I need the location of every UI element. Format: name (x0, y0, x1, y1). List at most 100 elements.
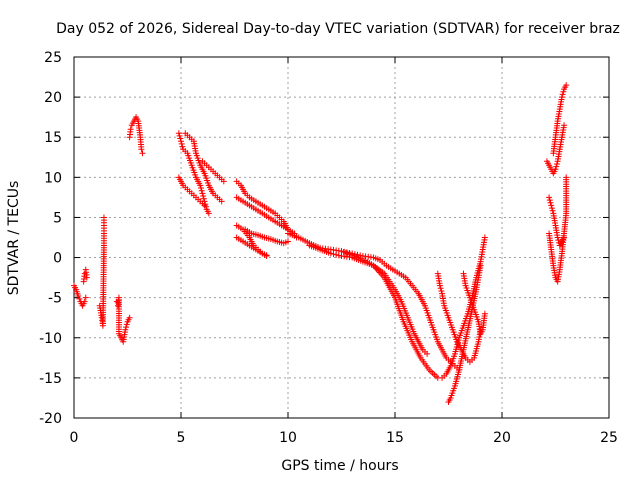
axis-ticks (73, 56, 610, 419)
x-axis-label: GPS time / hours (281, 458, 398, 474)
data-point (179, 143, 186, 150)
series-arc-x (546, 174, 570, 285)
data-point (218, 198, 225, 205)
data-point (200, 195, 207, 202)
tick-labels: 0 5 10 15 20 25 -20 -15 -10 -5 0 5 10 15 20 25 (39, 50, 618, 446)
data-point (81, 298, 88, 305)
data-point (123, 321, 130, 328)
data-point (549, 207, 556, 214)
data-point (563, 82, 570, 89)
data-point (197, 182, 204, 189)
series-arc-c (96, 214, 107, 329)
x-tick-label: 10 (279, 430, 297, 446)
data-point (548, 202, 555, 209)
data-point (205, 210, 212, 217)
series-arc-q (338, 234, 488, 381)
series-arc-o (285, 230, 463, 373)
data-point (477, 262, 484, 269)
y-tick-label: 25 (44, 50, 62, 66)
data-point (199, 190, 206, 197)
data-point (220, 178, 227, 185)
y-tick-label: -15 (39, 371, 62, 387)
data-point (178, 138, 184, 145)
series-arc-t (460, 270, 488, 337)
data-point (285, 238, 291, 245)
y-tick-label: 20 (44, 90, 62, 106)
series-arc-v (550, 82, 570, 157)
data-point (201, 202, 208, 209)
data-point (126, 314, 133, 321)
data-point (548, 205, 555, 212)
data-point (100, 214, 107, 221)
data-point (330, 251, 337, 258)
data-point (424, 350, 431, 357)
data-point (123, 324, 130, 331)
data-point (436, 282, 443, 289)
data-point (127, 126, 134, 133)
data-point (175, 130, 182, 137)
y-axis-label: SDTVAR / TECUs (6, 181, 22, 296)
data-point (547, 199, 554, 206)
y-tick-label: 15 (44, 130, 62, 146)
series-arc-m (233, 234, 270, 259)
data-point (176, 132, 183, 139)
series-arc-n (242, 226, 291, 247)
data-point (138, 146, 145, 153)
data-point (335, 252, 342, 259)
series-arc-e (126, 114, 146, 157)
data-point (561, 122, 568, 129)
series-arc-h (175, 174, 208, 209)
data-point (178, 140, 185, 147)
data-point (552, 166, 559, 173)
data-point (553, 160, 560, 167)
data-point (177, 135, 184, 142)
x-tick-label: 0 (70, 430, 79, 446)
data-marks (71, 82, 570, 405)
chart-title: Day 052 of 2026, Sidereal Day-to-day VTE… (56, 21, 620, 37)
series-arc-g (182, 130, 225, 205)
series-arc-u (543, 122, 568, 177)
x-tick-label: 20 (493, 430, 511, 446)
y-tick-label: 0 (53, 251, 62, 267)
data-point (263, 252, 270, 259)
series-arc-r (434, 270, 484, 365)
data-point (437, 285, 444, 292)
series-arc-d (113, 294, 133, 345)
data-point (546, 194, 553, 201)
data-point (200, 193, 207, 200)
data-point (76, 295, 83, 302)
series-arc-a (71, 282, 89, 309)
y-tick-label: 10 (44, 170, 62, 186)
data-point (327, 250, 334, 257)
data-point (560, 88, 567, 95)
data-point (202, 203, 209, 210)
data-point (75, 293, 82, 300)
data-point (546, 197, 553, 204)
grid-lines (74, 57, 609, 418)
y-tick-label: -5 (48, 291, 62, 307)
data-point (139, 150, 146, 157)
y-tick-label: -10 (39, 331, 62, 347)
x-tick-label: 25 (600, 430, 618, 446)
data-point (202, 201, 209, 208)
series-arc-i (199, 158, 227, 185)
series-arc-k (233, 194, 298, 237)
x-tick-label: 5 (177, 430, 186, 446)
data-point (481, 310, 488, 317)
data-point (558, 94, 565, 101)
data-point (82, 294, 89, 301)
data-point (197, 185, 204, 192)
series-arc-b (80, 266, 90, 285)
data-point (559, 91, 566, 98)
data-point (83, 274, 90, 281)
data-point (481, 234, 488, 241)
data-point (198, 187, 205, 194)
data-point (438, 287, 445, 294)
data-point (553, 163, 560, 170)
data-point (563, 174, 570, 181)
y-tick-label: 5 (53, 210, 62, 226)
x-tick-label: 15 (386, 430, 404, 446)
series-arc-w (546, 194, 568, 249)
data-point (333, 251, 340, 258)
